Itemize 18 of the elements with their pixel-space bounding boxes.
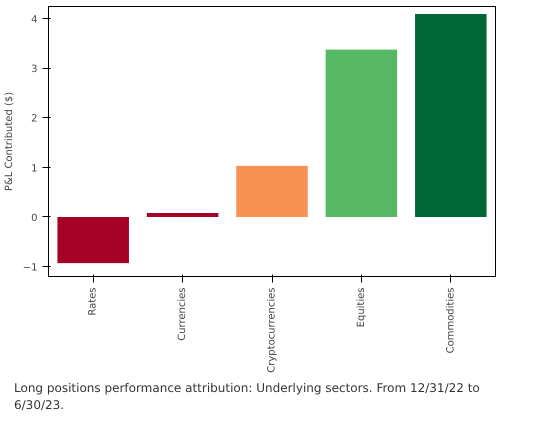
- bar: [236, 166, 308, 217]
- y-tick-label: 0: [31, 212, 38, 224]
- bar: [415, 14, 487, 217]
- x-tick-label: Cryptocurrencies: [266, 287, 278, 373]
- x-tick-label: Rates: [88, 288, 99, 316]
- y-axis-title: P&L Contributed ($): [4, 92, 15, 192]
- y-tick-label: 3: [31, 64, 38, 76]
- y-tick-label: 4: [31, 14, 38, 26]
- y-tick-label: 2: [31, 114, 38, 125]
- x-tick-label: Equities: [356, 288, 367, 328]
- bar: [57, 216, 129, 264]
- y-tick-label: 1: [31, 163, 38, 174]
- text: Long positions performance attribution: Underlying sectors. From 12/31/22 to 6/30/23.: [14, 380, 481, 414]
- bar: [326, 50, 398, 217]
- bar: [146, 212, 218, 217]
- x-tick-label: Currencies: [177, 287, 188, 341]
- x-tick-label: Commodities: [445, 288, 456, 354]
- y-tick-label: −1: [22, 262, 38, 274]
